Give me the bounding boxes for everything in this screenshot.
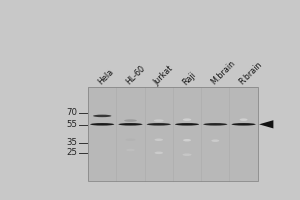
Text: Hela: Hela [96,68,115,87]
Text: Raji: Raji [181,70,198,87]
Bar [145,87,173,181]
Ellipse shape [240,118,248,121]
Bar [88,87,116,181]
Bar [88,87,258,181]
Ellipse shape [183,118,191,121]
Bar [116,87,145,181]
Ellipse shape [183,139,191,141]
Ellipse shape [203,123,227,126]
Bar [201,87,230,181]
Ellipse shape [126,149,135,151]
Bar [173,87,201,181]
Bar [230,87,258,181]
Ellipse shape [147,123,171,126]
Ellipse shape [154,138,163,141]
Ellipse shape [125,138,135,141]
Ellipse shape [90,123,114,126]
Ellipse shape [182,153,192,156]
Polygon shape [259,120,273,128]
Ellipse shape [175,123,199,126]
Text: Jurkat: Jurkat [152,64,175,87]
Text: HL-60: HL-60 [124,64,147,87]
Ellipse shape [154,152,163,154]
Ellipse shape [154,119,164,122]
Text: 70: 70 [67,108,78,117]
Ellipse shape [232,123,256,126]
Text: 55: 55 [67,120,78,129]
Text: R.brain: R.brain [237,60,264,87]
Text: 25: 25 [67,148,78,157]
Text: M.brain: M.brain [209,59,237,87]
Ellipse shape [93,115,111,117]
Ellipse shape [124,119,137,122]
Ellipse shape [212,139,219,142]
Ellipse shape [118,123,142,126]
Text: 35: 35 [67,138,78,147]
